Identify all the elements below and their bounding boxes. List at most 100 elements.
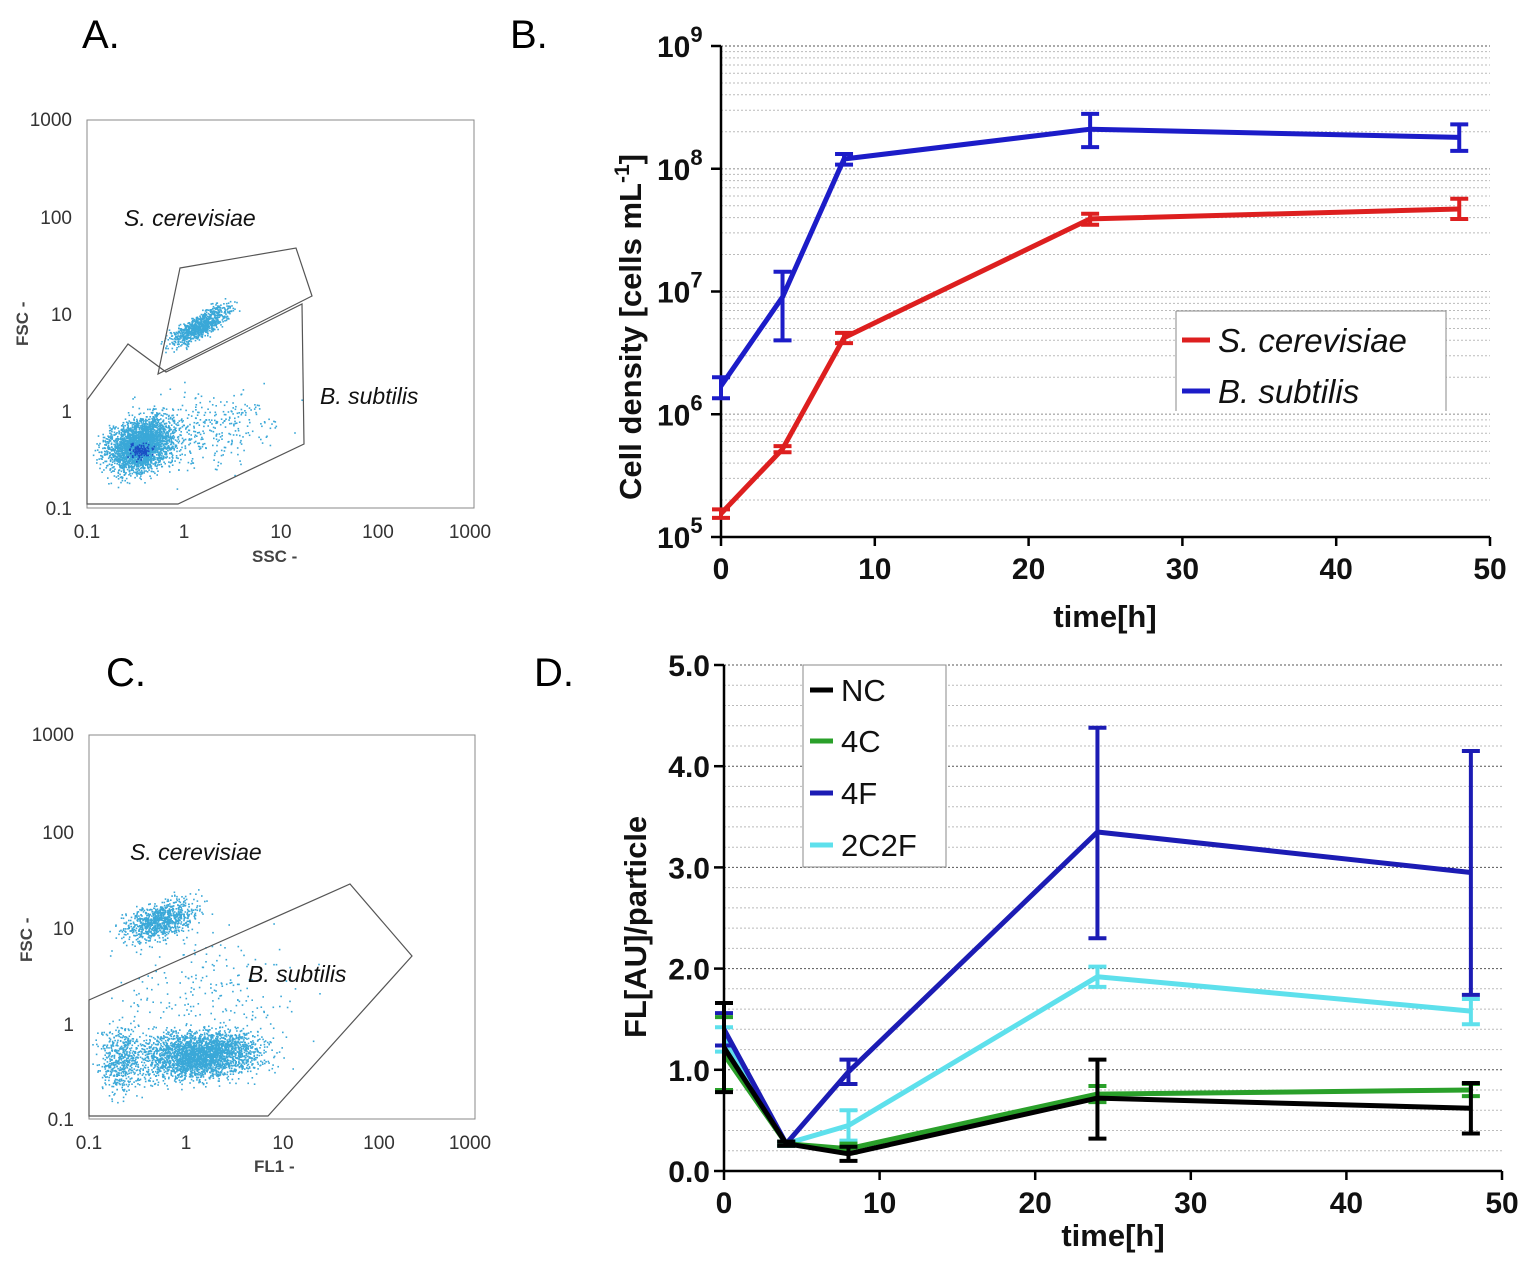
panel-a-event-dot <box>141 419 143 421</box>
panel-c-event-dot <box>140 935 143 938</box>
panel-a-event-dot <box>202 438 204 440</box>
panel-a-event-dot <box>134 453 137 455</box>
panel-c-event-dot <box>162 939 165 942</box>
panel-c-event-dot <box>171 926 174 928</box>
panel-a-event-dot <box>224 426 227 428</box>
panel-a-event-dot <box>159 450 162 453</box>
panel-a-event-dot <box>167 449 169 452</box>
panel-a-event-dot <box>212 322 215 325</box>
panel-a-event-dot <box>152 427 155 430</box>
panel-a-event-dot <box>134 458 137 461</box>
panel-a-event-dot <box>193 441 196 444</box>
panel-c-event-dot <box>146 920 149 923</box>
panel-a-event-dot <box>232 307 235 310</box>
panel-a-event-dot <box>181 333 184 335</box>
panel-c-event-dot <box>168 919 170 921</box>
panel-a-event-dot <box>260 438 262 441</box>
panel-a-event-dot <box>117 447 120 450</box>
panel-c-event-dot <box>172 907 174 910</box>
panel-a-event-dot <box>139 430 142 433</box>
panel-a-event-dot <box>146 426 149 429</box>
panel-a-event-dot <box>231 440 233 443</box>
panel-a-event-dot <box>229 305 232 308</box>
panel-a-event-dot <box>228 419 230 421</box>
panel-a-event-dot <box>137 450 140 453</box>
panel-c-event-dot <box>189 893 192 895</box>
panel-a-event-dot <box>126 452 128 455</box>
panel-c-event-dot <box>145 942 147 944</box>
panel-a-event-dot <box>156 427 158 429</box>
panel-c-event-dot <box>173 915 175 917</box>
panel-a-event-dot <box>140 437 143 440</box>
panel-a-event-dot <box>148 423 150 425</box>
panel-c-event-dot <box>142 932 145 935</box>
panel-a-event-dot <box>126 431 129 434</box>
panel-c: C. S. cerevisiae B. subtilis 1000 100 10… <box>17 651 491 1176</box>
panel-a-event-dot <box>154 435 157 438</box>
panel-a-event-dot <box>119 454 121 456</box>
panel-a-event-dot <box>149 424 152 427</box>
panel-a-event-dot <box>121 477 124 480</box>
panel-a-x-tick: 100 <box>362 522 394 543</box>
panel-c-event-dot <box>155 921 157 924</box>
panel-a-event-dot <box>164 429 167 431</box>
panel-a-event-dot <box>102 447 104 450</box>
panel-c-event-dot <box>160 914 163 917</box>
panel-a-event-dot <box>141 460 144 463</box>
panel-a-event-dot <box>111 428 113 430</box>
panel-a-event-dot <box>175 455 178 457</box>
panel-a-event-dot <box>167 434 170 437</box>
panel-c-event-dot <box>150 1063 152 1066</box>
panel-c-event-dot <box>184 916 187 919</box>
panel-a-event-dot <box>107 477 109 479</box>
panel-c-event-dot <box>160 925 162 927</box>
panel-a-event-dot <box>147 444 150 446</box>
panel-a-event-dot <box>210 303 213 305</box>
panel-a-event-dot <box>137 462 140 464</box>
panel-a-event-dot <box>124 442 127 445</box>
panel-c-event-dot <box>176 899 179 902</box>
panel-a-event-dot <box>122 430 125 433</box>
panel-a-event-dot <box>202 309 204 312</box>
panel-a-event-dot <box>229 417 231 419</box>
panel-a-event-dot <box>195 316 198 319</box>
panel-a-event-dot <box>195 325 197 328</box>
panel-c-event-dot <box>199 908 201 911</box>
panel-c-event-dot <box>174 918 177 921</box>
panel-a-event-dot <box>145 464 147 467</box>
panel-a-event-dot <box>142 432 144 434</box>
panel-a-event-dot <box>107 450 109 453</box>
panel-c-event-dot <box>188 920 190 923</box>
panel-a-event-dot <box>143 454 146 457</box>
panel-a-event-dot <box>156 433 158 435</box>
panel-c-event-dot <box>199 905 201 907</box>
panel-a-event-dot <box>170 440 173 443</box>
panel-a-y-tick: 1000 <box>30 110 72 131</box>
panel-a-event-dot <box>121 433 123 436</box>
panel-c-event-dot <box>182 930 185 932</box>
panel-c-event-dot <box>159 923 162 925</box>
panel-c-event-dot <box>196 905 199 907</box>
panel-c-event-dot <box>166 927 169 929</box>
panel-c-event-dot <box>167 920 169 922</box>
panel-a-event-dot <box>136 447 138 450</box>
panel-a-event-dot <box>149 452 152 455</box>
panel-a-event-dot <box>190 438 193 440</box>
panel-c-event-dot <box>182 924 184 926</box>
panel-a-event-dot <box>165 434 168 437</box>
panel-a-event-dot <box>159 428 161 430</box>
panel-a-event-dot <box>138 456 141 459</box>
panel-c-event-dot <box>145 932 148 934</box>
panel-a-event-dot <box>103 450 106 453</box>
panel-a-event-dot <box>188 330 190 333</box>
panel-a-event-dot <box>151 441 154 443</box>
panel-a-event-dot <box>199 401 202 404</box>
panel-a-event-dot <box>130 433 133 436</box>
panel-a-event-dot <box>260 423 262 425</box>
panel-c-event-dot <box>163 931 165 933</box>
panel-a-event-dot <box>128 446 131 448</box>
panel-a-event-dot <box>128 482 131 485</box>
panel-a-event-dot <box>167 432 169 435</box>
panel-a-event-dot <box>137 448 140 450</box>
panel-a-event-dot <box>184 447 187 450</box>
